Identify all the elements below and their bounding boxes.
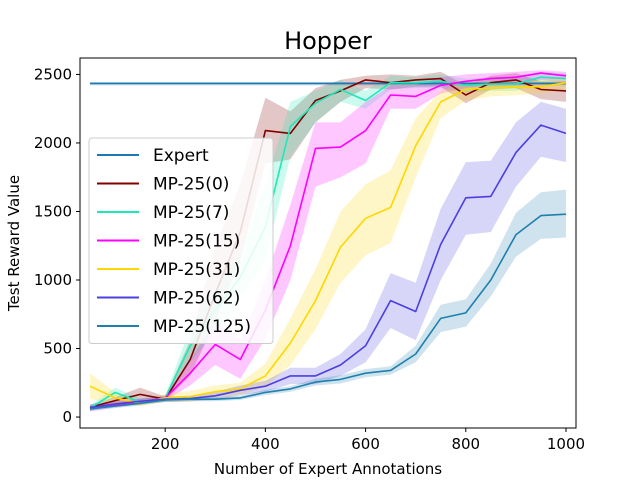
x-axis-ticks: 200 400 600 800 1000 bbox=[151, 428, 585, 453]
legend-label-mp-25-7: MP-25(7) bbox=[153, 203, 229, 223]
y-tick-label: 500 bbox=[43, 340, 72, 358]
plot-area-frame bbox=[79, 57, 577, 429]
line-mp-25-125 bbox=[89, 213, 567, 410]
band-mp-25-62 bbox=[90, 101, 566, 411]
y-tick-label: 2500 bbox=[34, 65, 72, 83]
legend-label-mp-25-125: MP-25(125) bbox=[153, 317, 251, 337]
line-mp-25-31 bbox=[89, 81, 567, 405]
line-mp-25-7 bbox=[89, 76, 567, 409]
band-mp-25-31 bbox=[90, 77, 566, 407]
y-tick-label: 0 bbox=[62, 408, 72, 426]
x-tick-label: 200 bbox=[151, 435, 180, 453]
legend-label-mp-25-62: MP-25(62) bbox=[153, 289, 240, 309]
x-tick-label: 600 bbox=[351, 435, 380, 453]
legend-label-mp-25-31: MP-25(31) bbox=[153, 260, 240, 280]
chart-title: Hopper bbox=[284, 27, 372, 55]
legend-label-expert: Expert bbox=[153, 146, 209, 166]
legend-label-mp-25-15: MP-25(15) bbox=[153, 232, 240, 252]
x-tick-label: 800 bbox=[451, 435, 480, 453]
band-mp-25-15 bbox=[90, 70, 566, 412]
y-tick-label: 1000 bbox=[34, 271, 72, 289]
series-lines bbox=[89, 72, 567, 410]
x-tick-label: 1000 bbox=[547, 435, 585, 453]
legend: Expert MP-25(0) MP-25(7) MP-25(15) MP-25(31)… bbox=[88, 137, 274, 344]
band-mp-25-125 bbox=[90, 189, 566, 411]
y-axis-label: Test Reward Value bbox=[5, 175, 23, 312]
line-mp-25-15 bbox=[89, 72, 567, 410]
y-tick-label: 2000 bbox=[34, 134, 72, 152]
legend-label-mp-25-0: MP-25(0) bbox=[153, 175, 229, 195]
x-axis-label: Number of Expert Annotations bbox=[214, 460, 442, 478]
x-tick-label: 400 bbox=[251, 435, 280, 453]
y-tick-label: 1500 bbox=[34, 202, 72, 220]
y-axis-ticks: 0 500 1000 1500 2000 2500 bbox=[34, 65, 80, 426]
legend-box bbox=[88, 137, 274, 344]
